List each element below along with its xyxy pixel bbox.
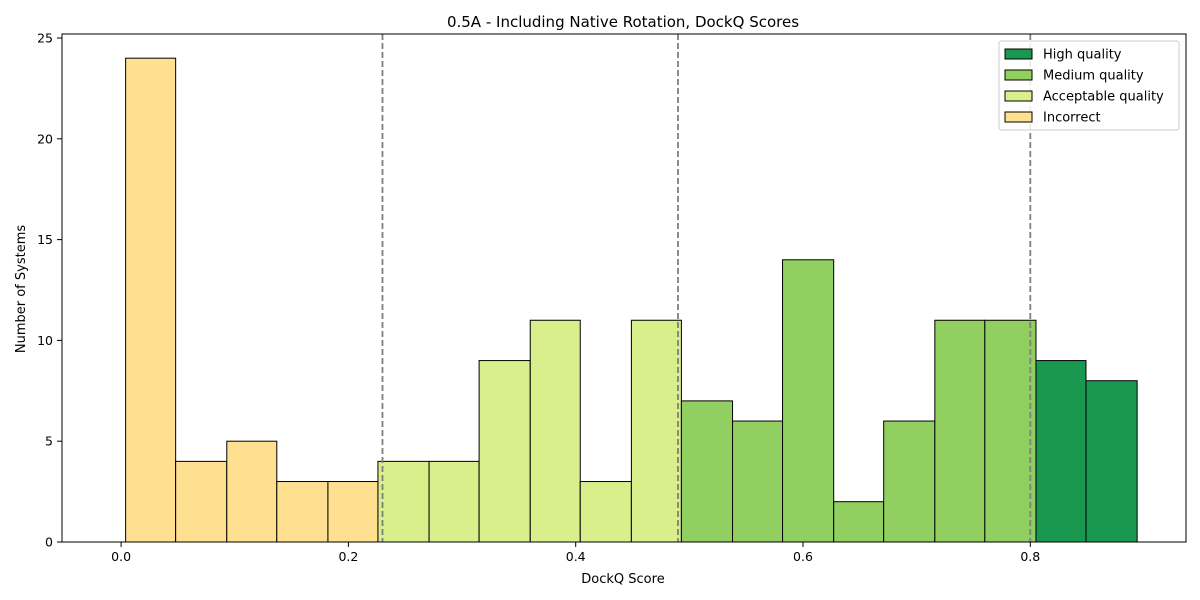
y-tick-label-2: 10	[37, 333, 53, 348]
legend: High quality Medium quality Acceptable qua…	[998, 40, 1180, 131]
legend-label-medium-quality: Medium quality	[1043, 69, 1144, 84]
bar-acceptable-quality-1	[428, 460, 480, 543]
bar-acceptable-quality-3	[529, 319, 581, 543]
x-tick-label-1: 0.2	[338, 549, 358, 564]
y-axis-ticks: 0 5 10 15 20 25	[37, 31, 62, 550]
bar-medium-quality-1	[732, 420, 784, 543]
y-tick-label-1: 5	[45, 434, 53, 449]
bar-medium-quality-0	[680, 400, 734, 543]
bar-incorrect-4	[327, 481, 379, 543]
legend-label-acceptable-quality: Acceptable quality	[1043, 90, 1164, 105]
bar-incorrect-1	[175, 460, 228, 543]
y-tick-label-5: 25	[37, 31, 53, 46]
legend-label-incorrect: Incorrect	[1043, 111, 1101, 126]
bar-medium-quality-5	[934, 319, 986, 543]
y-tick-label-4: 20	[37, 131, 53, 146]
bar-high-quality-1	[1085, 380, 1138, 543]
y-axis-label: Number of Systems	[14, 225, 29, 353]
x-tick-label-0: 0.0	[111, 549, 131, 564]
bar-medium-quality-6	[984, 319, 1037, 543]
bar-high-quality-0	[1035, 360, 1087, 543]
legend-swatch-incorrect	[1004, 111, 1033, 123]
legend-swatch-medium-quality	[1004, 69, 1033, 81]
bar-incorrect-3	[276, 481, 329, 543]
y-tick-label-3: 15	[37, 232, 53, 247]
legend-label-high-quality: High quality	[1043, 48, 1122, 63]
bar-acceptable-quality-5	[630, 319, 682, 543]
histogram-bars	[125, 57, 1138, 543]
bar-acceptable-quality-2	[478, 360, 531, 543]
bar-medium-quality-2	[782, 259, 835, 543]
bar-medium-quality-3	[833, 501, 885, 543]
x-tick-label-4: 0.8	[1020, 549, 1040, 564]
y-tick-label-0: 0	[45, 535, 53, 550]
legend-box	[998, 40, 1180, 131]
x-axis-ticks: 0.0 0.2 0.4 0.6 0.8	[111, 542, 1040, 564]
x-axis-label: DockQ Score	[581, 572, 664, 587]
bar-acceptable-quality-0	[377, 460, 430, 543]
bar-incorrect-0	[125, 57, 177, 543]
x-tick-label-2: 0.4	[566, 549, 586, 564]
bar-medium-quality-4	[883, 420, 936, 543]
x-tick-label-3: 0.6	[793, 549, 813, 564]
bar-acceptable-quality-4	[579, 481, 632, 543]
bar-incorrect-2	[226, 440, 278, 543]
chart-title: 0.5A - Including Native Rotation, DockQ …	[447, 13, 799, 31]
legend-swatch-high-quality	[1004, 48, 1033, 60]
legend-swatch-acceptable-quality	[1004, 90, 1033, 102]
plot-frame	[61, 33, 1187, 543]
